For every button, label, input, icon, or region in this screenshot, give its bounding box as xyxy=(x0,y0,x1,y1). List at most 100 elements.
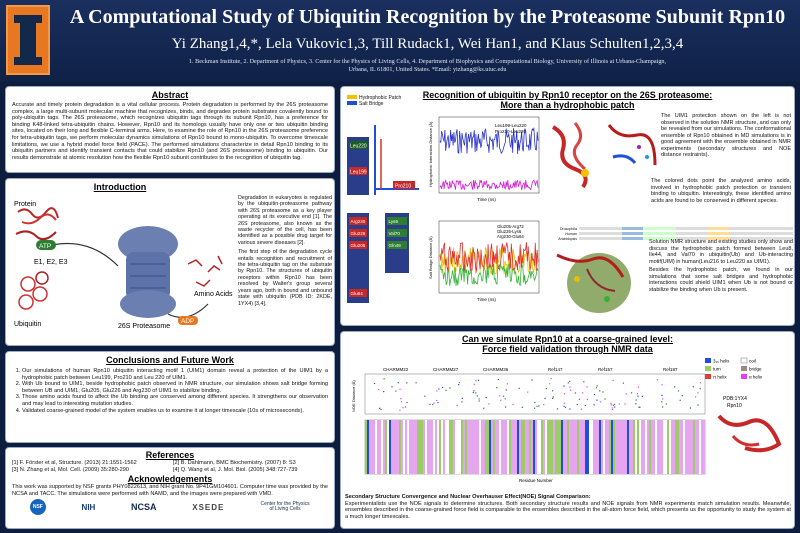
sponsor-logos: NSF NIH NCSA XSEDE Center for the Physic… xyxy=(12,499,328,516)
protein-structure xyxy=(15,207,59,241)
university-logo xyxy=(6,5,50,75)
residue-gln49: Gln49 xyxy=(387,241,407,249)
svg-text:turn: turn xyxy=(713,367,721,372)
acknowledgements-heading: Acknowledgements xyxy=(127,474,213,485)
legend-series-2: Pro210-Leu220 xyxy=(495,129,527,134)
svg-text:coil: coil xyxy=(749,359,756,364)
residue-glu64: Glu64 xyxy=(349,289,367,297)
nsf-logo: NSF xyxy=(29,499,46,516)
label-pdb: PDB:1YX4 xyxy=(723,396,747,402)
legend-series-5: Arg230-Glu64 xyxy=(497,234,524,239)
label-charmm36: CHARMM36 xyxy=(483,367,509,372)
poster-header: A Computational Study of Ubiquitin Recog… xyxy=(0,0,800,82)
ubiquitin-chain xyxy=(18,271,49,310)
ss-legend: 3₁₀ helix turn π helix coil bridge α hel… xyxy=(705,357,763,380)
series-pro210-leu220 xyxy=(439,179,539,191)
poster-title: A Computational Study of Ubiquitin Recog… xyxy=(69,6,786,28)
conclusion-item: Our simulations of human Rpn10 ubiquitin… xyxy=(22,368,328,381)
hydrophobic-distance-plot: Leu199-Leu220 Pro210-Leu220 Time (ns) Hy… xyxy=(428,116,540,202)
introduction-panel: Introduction Protein ATP E1, E2, E3 Ubiq… xyxy=(5,178,335,346)
svg-text:Gln49: Gln49 xyxy=(389,243,402,248)
residue-lys6: Lys6 xyxy=(387,217,407,225)
svg-text:Arg230: Arg230 xyxy=(351,219,366,224)
series-arg230-glu64 xyxy=(439,242,539,272)
reference-item: [2] B. Dahlmann, BMC Biochemistry. (2007… xyxy=(173,460,296,466)
svg-text:Leu220: Leu220 xyxy=(350,144,367,150)
label-e123: E1, E2, E3 xyxy=(34,259,68,266)
adp-badge xyxy=(178,316,198,325)
rpn10-pdb-structure xyxy=(717,414,782,453)
label-rpn10: Rpn10 xyxy=(727,403,742,409)
plot1-xlabel: Time (ns) xyxy=(477,197,496,202)
svg-text:Glu205: Glu205 xyxy=(351,243,366,248)
abstract-body: Accurate and timely protein degradation … xyxy=(12,102,328,161)
label-charmm22: CHARMM22 xyxy=(383,367,409,372)
recognition-panel: Recognition of ubiquitin by Rpn10 recept… xyxy=(340,86,795,326)
svg-text:Leu199: Leu199 xyxy=(350,170,367,176)
secondary-structure-chart: 3₁₀ helix turn π helix coil bridge α hel… xyxy=(351,357,782,483)
introduction-heading: Introduction xyxy=(93,182,147,192)
xsede-logo: XSEDE xyxy=(192,502,225,512)
recognition-heading: Recognition of ubiquitin by Rpn10 recept… xyxy=(422,90,713,100)
reference-item: [3] N. Zhang et al, Mol. Cell. (2009) 35… xyxy=(12,466,129,473)
nih-logo: NIH xyxy=(81,502,96,512)
label-ubiquitin: Ubiquitin xyxy=(14,321,41,328)
acknowledgements-body: This work was supported by NSF grants PH… xyxy=(12,484,328,497)
uim1-structure-image xyxy=(607,124,657,166)
salt-bridge-distance-plot: Glu205-Arg72 Glu226-Lys6 Arg230-Glu64 Ti… xyxy=(428,220,540,302)
svg-text:Pro210: Pro210 xyxy=(395,184,411,190)
abstract-heading: Abstract xyxy=(151,90,189,100)
recognition-text-2: The colored dots point the analyzed amin… xyxy=(651,178,791,204)
sequence-alignment: Drosophila Human Arabidopsis xyxy=(547,226,793,241)
atp-badge xyxy=(36,240,56,250)
ncsa-logo: NCSA xyxy=(131,502,157,513)
legend-series-1: Leu199-Leu220 xyxy=(495,123,527,128)
references-heading: References xyxy=(145,450,195,460)
svg-text:3₁₀ helix: 3₁₀ helix xyxy=(713,359,730,364)
hydrophobic-contact-diagram: Leu220 Leu199 Pro210 xyxy=(347,125,419,195)
label-noe-distance: NOE Distance (Å) xyxy=(351,380,356,412)
reference-item: [4] Q. Wang et al, J. Mol. Biol. (2005) … xyxy=(173,466,298,473)
conclusions-list: Our simulations of human Rpn10 ubiquitin… xyxy=(12,368,328,414)
svg-text:Glu64: Glu64 xyxy=(351,291,364,296)
residue-pro210 xyxy=(393,181,415,189)
legend-series-3: Glu205-Arg72 xyxy=(497,224,524,229)
amino-acid-fragments xyxy=(187,255,223,287)
svg-text:α helix: α helix xyxy=(749,375,763,380)
svg-text:Val70: Val70 xyxy=(389,231,401,236)
ubiquitin-complex-image xyxy=(556,253,631,313)
coarse-heading: Can we simulate Rpn10 at a coarse-graine… xyxy=(461,334,674,344)
label-ref147: Ref147 xyxy=(548,367,563,372)
cplc-logo: Center for the Physics of Living Cells xyxy=(260,500,310,513)
abstract-panel: Abstract Accurate and timely protein deg… xyxy=(5,86,335,173)
series-leu199-leu220 xyxy=(439,126,539,155)
plot2-ylabel: Salt Bridge Distance (Å) xyxy=(428,236,433,279)
label-residue-number: Residue Number xyxy=(519,478,553,483)
introduction-body: Degradation in eukaryotes is regulated b… xyxy=(238,195,332,307)
conclusion-item: Validated coarse-grained model of the sy… xyxy=(22,408,328,415)
recognition-legend: Hydrophobic Patch Salt Bridge xyxy=(347,95,401,107)
residue-arg230: Arg230 xyxy=(349,217,367,225)
residue-val70: Val70 xyxy=(387,229,407,237)
label-proteasome: 26S Proteasome xyxy=(118,323,170,330)
conclusions-panel: Conclusions and Future Work Our simulati… xyxy=(5,351,335,443)
label-amino-acids: Amino Acids xyxy=(194,291,233,298)
author-list: Yi Zhang1,4,*, Lela Vukovic1,3, Till Rud… xyxy=(171,36,684,52)
residue-glu205: Glu205 xyxy=(349,241,367,249)
recognition-subheading: More than a hydrophobic patch xyxy=(500,100,635,110)
salt-bridge-diagram: Arg230 Glu226 Glu205 Lys6 Val70 Gln49 Glu64 xyxy=(347,213,409,303)
coarse-caption: Secondary Structure Convergence and Nucl… xyxy=(345,494,791,520)
coarse-grained-panel: Can we simulate Rpn10 at a coarse-graine… xyxy=(340,331,795,529)
label-atp: ATP xyxy=(39,243,51,250)
svg-text:Lys6: Lys6 xyxy=(389,219,399,224)
residue-leu199 xyxy=(349,167,367,175)
rpn10-structure-image xyxy=(551,122,589,189)
references-list: [1] F. Förster et al, Structure. (2013) … xyxy=(12,460,328,473)
conclusions-heading: Conclusions and Future Work xyxy=(106,355,234,365)
references-panel: References [1] F. Förster et al, Structu… xyxy=(5,447,335,529)
conclusion-item: Those amino acids found to affect the Ub… xyxy=(22,394,328,407)
label-charmm27: CHARMM27 xyxy=(433,367,459,372)
label-adp: ADP xyxy=(181,318,194,325)
svg-text:Glu226: Glu226 xyxy=(351,231,366,236)
svg-text:bridge: bridge xyxy=(749,367,762,372)
